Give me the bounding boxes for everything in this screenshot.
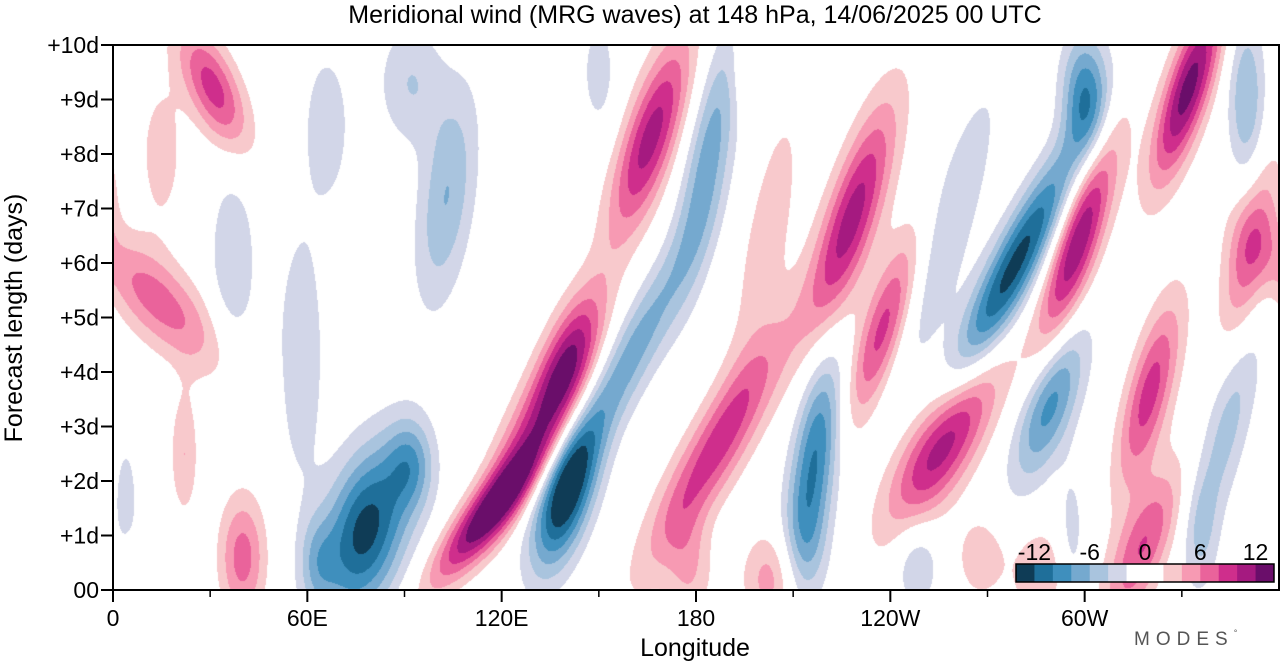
x-tick-label: 0 (107, 605, 120, 631)
y-tick-label: +7d (60, 196, 99, 222)
x-tick-label: 60W (1061, 605, 1109, 631)
x-axis-label: Longitude (640, 634, 750, 662)
colorbar-swatch (1126, 564, 1146, 582)
y-tick-label: +2d (60, 468, 99, 494)
colorbar-label: -6 (1079, 539, 1099, 565)
modes-logo-mark: ° (1234, 628, 1244, 638)
colorbar-swatch (1052, 564, 1072, 582)
y-axis-label: Forecast length (days) (0, 194, 28, 443)
y-tick-label: +4d (60, 359, 99, 385)
y-tick-label: +3d (60, 414, 99, 440)
colorbar-frame (1015, 563, 1275, 583)
colorbar-swatch (1034, 564, 1054, 582)
modes-logo-text: MODES (1134, 629, 1234, 650)
heatmap-field (113, 45, 1279, 590)
colorbar-swatch (1089, 564, 1109, 582)
y-axis: 00 +1d +2d +3d +4d +5d +6d +7d +8d +9d +10d (47, 32, 113, 603)
colorbar-swatch (1108, 564, 1128, 582)
colorbar-swatch (1145, 564, 1164, 582)
colorbar-label: -12 (1018, 539, 1051, 565)
colorbar-swatch (1218, 564, 1238, 582)
x-tick-label: 60E (287, 605, 328, 631)
x-tick-label: 180 (677, 605, 715, 631)
colorbar-label: 6 (1194, 539, 1207, 565)
colorbar-swatch (1255, 564, 1275, 582)
colorbar-swatch (1071, 564, 1091, 582)
colorbar-swatch (1181, 564, 1201, 582)
y-tick-label: +10d (47, 32, 99, 58)
chart-title: Meridional wind (MRG waves) at 148 hPa, … (348, 1, 1041, 29)
x-tick-label: 120E (475, 605, 529, 631)
y-tick-label: +9d (60, 87, 99, 113)
y-tick-label: +6d (60, 250, 99, 276)
y-tick-label: +5d (60, 305, 99, 331)
heatmap-image (113, 45, 1279, 590)
y-tick-label: 00 (73, 577, 99, 603)
modes-logo: MODES° (1134, 628, 1243, 650)
colorbar: -12 -6 0 6 12 (1015, 539, 1275, 583)
colorbar-swatch (1237, 564, 1257, 582)
colorbar-swatch (1163, 564, 1183, 582)
colorbar-swatch (1016, 564, 1035, 582)
y-tick-label: +1d (60, 523, 99, 549)
y-tick-label: +8d (60, 141, 99, 167)
colorbar-swatch (1200, 564, 1220, 582)
colorbar-label: 0 (1139, 539, 1152, 565)
x-axis: 0 60E 120E 180 120W 60W (107, 590, 1183, 631)
colorbar-label: 12 (1243, 539, 1269, 565)
x-tick-label: 120W (860, 605, 920, 631)
